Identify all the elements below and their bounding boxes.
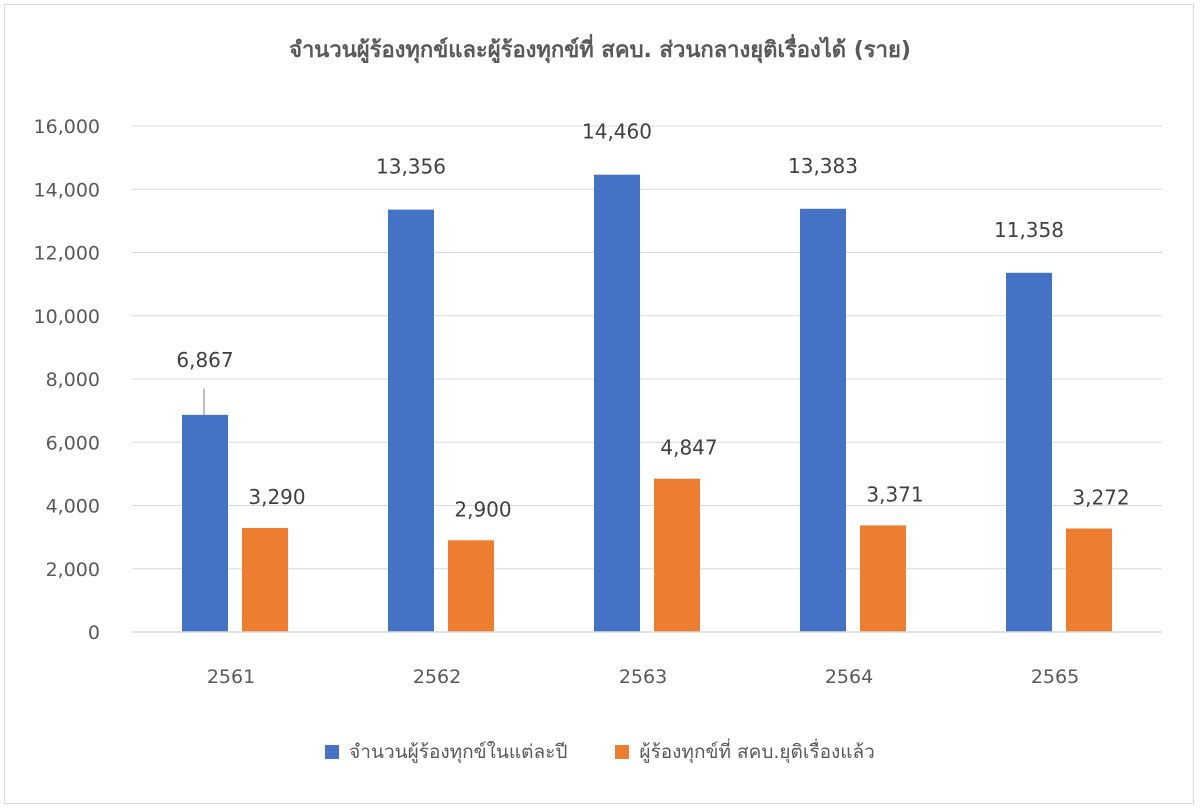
data-label-series-2: 3,290: [248, 485, 305, 509]
bar-series-1-2563: [594, 174, 640, 632]
legend-item-series-1: จำนวนผู้ร้องทุกข์ในแต่ละปี: [325, 737, 567, 767]
x-tick-label: 2565: [1031, 666, 1079, 688]
bar-series-1-2562: [388, 209, 434, 632]
data-label-series-1: 11,358: [994, 218, 1064, 242]
legend-swatch-series-1: [325, 745, 340, 759]
chart-title: จำนวนผู้ร้องทุกข์และผู้ร้องทุกข์ที่ สคบ.…: [289, 38, 911, 63]
y-tick-label: 2,000: [46, 559, 100, 581]
y-tick-label: 10,000: [34, 306, 100, 328]
legend-label-series-1: จำนวนผู้ร้องทุกข์ในแต่ละปี: [349, 741, 568, 763]
data-label-series-1: 14,460: [582, 120, 652, 144]
legend-item-series-2: ผู้ร้องทุกข์ที่ สคบ.ยุติเรื่องแล้ว: [615, 737, 875, 767]
data-label-series-1: 13,383: [788, 154, 858, 178]
data-label-series-2: 4,847: [660, 436, 717, 460]
bar-series-1-2561: [182, 414, 228, 632]
bar-series-2-2561: [242, 527, 288, 632]
data-label-series-2: 3,272: [1072, 486, 1129, 510]
x-tick-label: 2562: [413, 666, 461, 688]
bar-series-1-2565: [1006, 272, 1052, 632]
y-tick-label: 6,000: [46, 432, 100, 454]
y-tick-label: 8,000: [46, 369, 100, 391]
data-label-series-1: 13,356: [376, 155, 446, 179]
y-tick-label: 14,000: [34, 179, 100, 201]
data-label-series-2: 2,900: [454, 497, 511, 521]
x-tick-label: 2564: [825, 666, 873, 688]
y-tick-label: 16,000: [34, 116, 100, 138]
bar-series-2-2564: [860, 525, 906, 632]
y-tick-label: 4,000: [46, 496, 100, 518]
bar-series-2-2565: [1066, 528, 1112, 632]
legend-label-series-2: ผู้ร้องทุกข์ที่ สคบ.ยุติเรื่องแล้ว: [639, 741, 875, 763]
legend: จำนวนผู้ร้องทุกข์ในแต่ละปี ผู้ร้องทุกข์ท…: [0, 737, 1200, 767]
legend-swatch-series-2: [615, 745, 630, 759]
x-tick-label: 2563: [619, 666, 667, 688]
y-tick-label: 12,000: [34, 243, 100, 265]
bar-series-2-2563: [654, 478, 700, 632]
y-tick-label: 0: [88, 622, 100, 644]
bar-series-1-2564: [800, 208, 846, 632]
data-label-series-1: 6,867: [176, 348, 233, 372]
bar-series-2-2562: [448, 540, 494, 632]
x-tick-label: 2561: [207, 666, 255, 688]
data-label-series-2: 3,371: [866, 482, 923, 506]
